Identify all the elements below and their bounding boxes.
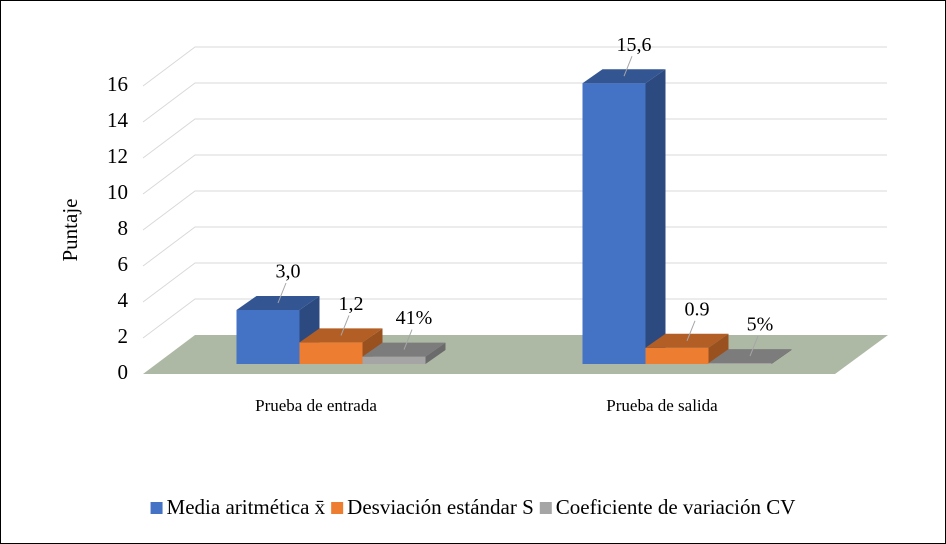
leader-line	[340, 315, 350, 336]
y-tick-label: 4	[118, 288, 129, 312]
bar	[582, 83, 646, 364]
legend-swatch	[539, 502, 552, 514]
bar	[362, 356, 426, 364]
leader-line	[403, 329, 413, 350]
bar	[299, 342, 363, 364]
bar	[708, 363, 772, 364]
bar-side	[645, 69, 666, 364]
data-label: 5%	[747, 314, 774, 336]
bar-side	[425, 342, 446, 364]
y-tick-label: 10	[107, 180, 128, 204]
data-label: 41%	[396, 307, 433, 329]
data-label: 1,2	[339, 293, 364, 315]
x-tick-label: Prueba de salida	[606, 396, 718, 415]
y-tick-label: 6	[118, 252, 129, 276]
bar	[645, 347, 709, 364]
bar	[236, 310, 300, 364]
y-tick-label: 8	[118, 216, 129, 240]
y-tick-label: 16	[107, 72, 128, 96]
y-axis-title: Puntaje	[58, 199, 82, 262]
y-tick-label: 14	[107, 108, 129, 132]
legend-swatch	[331, 502, 344, 514]
data-label: 3,0	[276, 261, 301, 283]
y-tick-label: 2	[118, 324, 129, 348]
y-tick-label: 12	[107, 144, 128, 168]
legend-swatch	[150, 502, 163, 514]
leader-line	[623, 56, 633, 77]
leader-line	[686, 320, 696, 341]
x-tick-label: Prueba de entrada	[255, 396, 377, 415]
grid-line	[142, 46, 887, 87]
leader-line	[277, 282, 287, 304]
y-tick-label: 0	[118, 360, 129, 384]
data-label: 0.9	[685, 298, 710, 320]
legend-label: Coeficiente de variación CV	[556, 495, 796, 519]
legend-label: Desviación estándar S	[347, 495, 534, 519]
data-label: 15,6	[617, 34, 652, 56]
leader-line	[749, 335, 759, 357]
bar-side	[708, 333, 729, 364]
bar-side	[771, 349, 792, 364]
legend-label: Media aritmética x̄	[167, 495, 326, 519]
